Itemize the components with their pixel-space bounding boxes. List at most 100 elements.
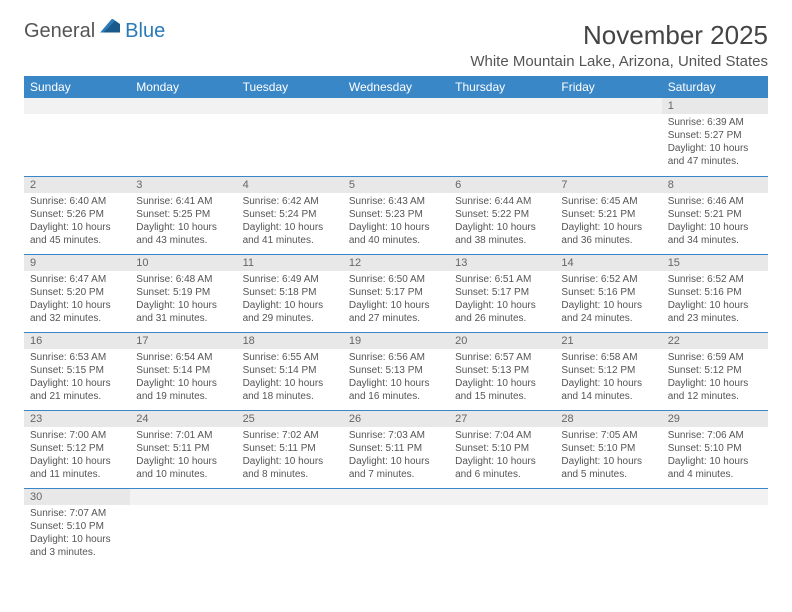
sunrise-text: Sunrise: 6:49 AM — [243, 273, 337, 286]
day-number: 10 — [130, 255, 236, 271]
sunset-text: Sunset: 5:13 PM — [349, 364, 443, 377]
day-number: 24 — [130, 411, 236, 427]
sunrise-text: Sunrise: 6:59 AM — [668, 351, 762, 364]
daylight-text: Daylight: 10 hours and 11 minutes. — [30, 455, 124, 481]
daylight-text: Daylight: 10 hours and 19 minutes. — [136, 377, 230, 403]
header: General Blue November 2025 White Mountai… — [24, 20, 768, 70]
calendar-day-cell: 20Sunrise: 6:57 AMSunset: 5:13 PMDayligh… — [449, 332, 555, 410]
day-details: Sunrise: 7:01 AMSunset: 5:11 PMDaylight:… — [130, 427, 236, 485]
sunset-text: Sunset: 5:23 PM — [349, 208, 443, 221]
day-details: Sunrise: 6:52 AMSunset: 5:16 PMDaylight:… — [662, 271, 768, 329]
sunrise-text: Sunrise: 6:47 AM — [30, 273, 124, 286]
day-number: 28 — [555, 411, 661, 427]
location-text: White Mountain Lake, Arizona, United Sta… — [470, 53, 768, 70]
sunset-text: Sunset: 5:14 PM — [136, 364, 230, 377]
sunrise-text: Sunrise: 6:52 AM — [668, 273, 762, 286]
calendar-day-cell: 22Sunrise: 6:59 AMSunset: 5:12 PMDayligh… — [662, 332, 768, 410]
calendar-week-row: 23Sunrise: 7:00 AMSunset: 5:12 PMDayligh… — [24, 410, 768, 488]
day-number: 14 — [555, 255, 661, 271]
sunset-text: Sunset: 5:10 PM — [561, 442, 655, 455]
day-number: 22 — [662, 333, 768, 349]
day-details: Sunrise: 6:45 AMSunset: 5:21 PMDaylight:… — [555, 193, 661, 251]
sunset-text: Sunset: 5:11 PM — [243, 442, 337, 455]
daylight-text: Daylight: 10 hours and 26 minutes. — [455, 299, 549, 325]
day-details: Sunrise: 6:54 AMSunset: 5:14 PMDaylight:… — [130, 349, 236, 407]
day-number — [343, 98, 449, 114]
calendar-day-cell: 5Sunrise: 6:43 AMSunset: 5:23 PMDaylight… — [343, 176, 449, 254]
daylight-text: Daylight: 10 hours and 5 minutes. — [561, 455, 655, 481]
sunset-text: Sunset: 5:20 PM — [30, 286, 124, 299]
calendar-day-cell: 15Sunrise: 6:52 AMSunset: 5:16 PMDayligh… — [662, 254, 768, 332]
weekday-header: Saturday — [662, 76, 768, 98]
calendar-day-cell: 21Sunrise: 6:58 AMSunset: 5:12 PMDayligh… — [555, 332, 661, 410]
sunset-text: Sunset: 5:17 PM — [349, 286, 443, 299]
sunset-text: Sunset: 5:18 PM — [243, 286, 337, 299]
sunrise-text: Sunrise: 6:45 AM — [561, 195, 655, 208]
day-number: 12 — [343, 255, 449, 271]
sunrise-text: Sunrise: 7:00 AM — [30, 429, 124, 442]
daylight-text: Daylight: 10 hours and 43 minutes. — [136, 221, 230, 247]
calendar-day-cell — [24, 98, 130, 176]
daylight-text: Daylight: 10 hours and 6 minutes. — [455, 455, 549, 481]
daylight-text: Daylight: 10 hours and 29 minutes. — [243, 299, 337, 325]
sunrise-text: Sunrise: 6:40 AM — [30, 195, 124, 208]
logo-sail-icon — [100, 19, 120, 33]
day-details: Sunrise: 6:43 AMSunset: 5:23 PMDaylight:… — [343, 193, 449, 251]
sunrise-text: Sunrise: 6:50 AM — [349, 273, 443, 286]
sunset-text: Sunset: 5:11 PM — [136, 442, 230, 455]
day-number — [237, 98, 343, 114]
day-number: 4 — [237, 177, 343, 193]
daylight-text: Daylight: 10 hours and 27 minutes. — [349, 299, 443, 325]
sunrise-text: Sunrise: 6:46 AM — [668, 195, 762, 208]
daylight-text: Daylight: 10 hours and 8 minutes. — [243, 455, 337, 481]
day-number — [237, 489, 343, 505]
logo: General Blue — [24, 20, 165, 43]
day-details: Sunrise: 6:57 AMSunset: 5:13 PMDaylight:… — [449, 349, 555, 407]
sunset-text: Sunset: 5:21 PM — [668, 208, 762, 221]
sunrise-text: Sunrise: 6:53 AM — [30, 351, 124, 364]
sunset-text: Sunset: 5:19 PM — [136, 286, 230, 299]
sunset-text: Sunset: 5:10 PM — [668, 442, 762, 455]
sunset-text: Sunset: 5:14 PM — [243, 364, 337, 377]
calendar-day-cell: 30Sunrise: 7:07 AMSunset: 5:10 PMDayligh… — [24, 488, 130, 566]
calendar-day-cell — [343, 488, 449, 566]
sunrise-text: Sunrise: 7:05 AM — [561, 429, 655, 442]
sunrise-text: Sunrise: 6:51 AM — [455, 273, 549, 286]
day-details: Sunrise: 6:44 AMSunset: 5:22 PMDaylight:… — [449, 193, 555, 251]
day-number: 2 — [24, 177, 130, 193]
day-number: 6 — [449, 177, 555, 193]
sunrise-text: Sunrise: 6:55 AM — [243, 351, 337, 364]
calendar-day-cell: 11Sunrise: 6:49 AMSunset: 5:18 PMDayligh… — [237, 254, 343, 332]
day-number: 19 — [343, 333, 449, 349]
calendar-day-cell: 24Sunrise: 7:01 AMSunset: 5:11 PMDayligh… — [130, 410, 236, 488]
sunrise-text: Sunrise: 7:06 AM — [668, 429, 762, 442]
sunset-text: Sunset: 5:16 PM — [561, 286, 655, 299]
sunset-text: Sunset: 5:22 PM — [455, 208, 549, 221]
daylight-text: Daylight: 10 hours and 23 minutes. — [668, 299, 762, 325]
calendar-day-cell: 1Sunrise: 6:39 AMSunset: 5:27 PMDaylight… — [662, 98, 768, 176]
day-number: 20 — [449, 333, 555, 349]
day-details: Sunrise: 7:03 AMSunset: 5:11 PMDaylight:… — [343, 427, 449, 485]
sunrise-text: Sunrise: 7:03 AM — [349, 429, 443, 442]
calendar-day-cell: 25Sunrise: 7:02 AMSunset: 5:11 PMDayligh… — [237, 410, 343, 488]
sunset-text: Sunset: 5:25 PM — [136, 208, 230, 221]
calendar-day-cell: 12 Sunrise: 6:50 AMSunset: 5:17 PMDayligh… — [343, 254, 449, 332]
calendar-day-cell — [555, 98, 661, 176]
calendar-day-cell: 6Sunrise: 6:44 AMSunset: 5:22 PMDaylight… — [449, 176, 555, 254]
calendar-week-row: 2Sunrise: 6:40 AMSunset: 5:26 PMDaylight… — [24, 176, 768, 254]
calendar-day-cell: 4Sunrise: 6:42 AMSunset: 5:24 PMDaylight… — [237, 176, 343, 254]
daylight-text: Daylight: 10 hours and 36 minutes. — [561, 221, 655, 247]
logo-text-2: Blue — [125, 20, 165, 43]
calendar-day-cell — [662, 488, 768, 566]
daylight-text: Daylight: 10 hours and 34 minutes. — [668, 221, 762, 247]
sunset-text: Sunset: 5:10 PM — [455, 442, 549, 455]
daylight-text: Daylight: 10 hours and 4 minutes. — [668, 455, 762, 481]
day-details: Sunrise: 6:40 AMSunset: 5:26 PMDaylight:… — [24, 193, 130, 251]
sunrise-text: Sunrise: 7:07 AM — [30, 507, 124, 520]
day-number: 29 — [662, 411, 768, 427]
calendar-day-cell: 18Sunrise: 6:55 AMSunset: 5:14 PMDayligh… — [237, 332, 343, 410]
title-block: November 2025 White Mountain Lake, Arizo… — [470, 20, 768, 70]
sunset-text: Sunset: 5:12 PM — [30, 442, 124, 455]
daylight-text: Daylight: 10 hours and 18 minutes. — [243, 377, 337, 403]
daylight-text: Daylight: 10 hours and 24 minutes. — [561, 299, 655, 325]
